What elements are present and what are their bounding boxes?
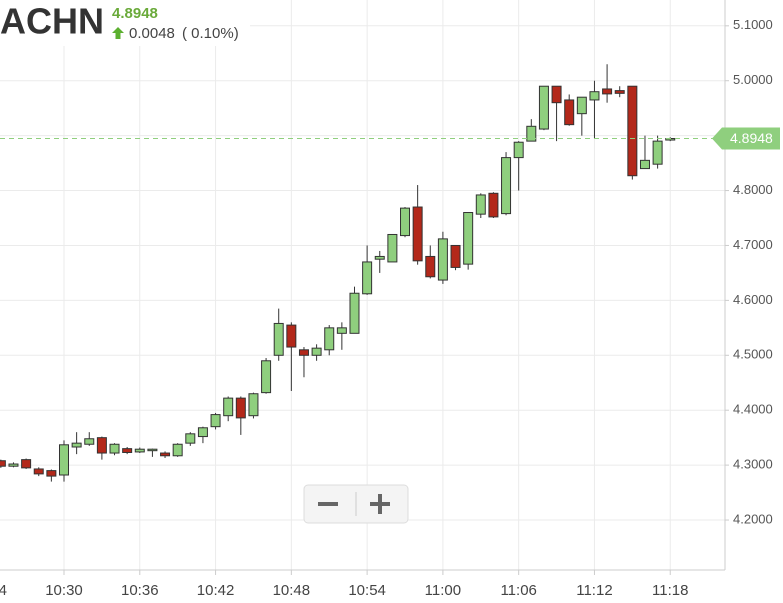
candle-body: [160, 452, 171, 457]
header-bg: [0, 0, 250, 46]
candle-body: [223, 397, 234, 417]
x-tick-label: 10:36: [121, 582, 159, 599]
candle-body: [387, 233, 398, 263]
candle-body: [513, 141, 524, 159]
candle-body: [71, 442, 82, 448]
candle-body: [374, 255, 385, 260]
candle-body: [197, 427, 208, 438]
y-tick-label: 4.4000: [733, 402, 773, 417]
candle-body: [59, 444, 69, 476]
zoom-in-v: [378, 494, 382, 514]
candle-body: [538, 85, 549, 130]
candle-body: [349, 292, 360, 334]
candle-body: [652, 140, 663, 165]
axes: 4.2000 4.3000 4.4000 4.5000 4.6000 4.7000 4.80…: [0, 17, 780, 599]
candle-body: [475, 194, 486, 215]
zoom-controls: [303, 484, 409, 524]
candle-body: [210, 414, 221, 428]
y-tick-label: 5.0000: [733, 72, 773, 87]
candle-body: [463, 212, 474, 265]
candle-body: [627, 85, 638, 177]
candle-body: [134, 448, 145, 453]
last-price: 4.8948: [112, 5, 158, 22]
candle-body: [488, 192, 499, 218]
candle-body: [235, 397, 246, 419]
x-tick-label: 10:24: [0, 582, 7, 599]
y-tick-label: 5.1000: [733, 17, 773, 32]
x-tick-label: 11:00: [425, 582, 461, 599]
candle-body: [311, 347, 322, 356]
candle-body: [324, 327, 335, 351]
y-tick-label: 4.6000: [733, 292, 773, 307]
candle-body: [261, 360, 272, 394]
candle-body: [84, 438, 95, 445]
candle-body: [147, 448, 158, 452]
x-tick-label: 10:42: [197, 582, 235, 599]
candle-body: [362, 261, 373, 295]
change-percent: ( 0.10%): [182, 25, 239, 42]
price-tag: [712, 127, 780, 150]
x-tick-label: 11:06: [500, 582, 536, 599]
candle-body: [33, 468, 44, 475]
x-tick-label: 10:30: [45, 582, 83, 599]
candle-body: [425, 255, 436, 278]
candle-body: [589, 91, 600, 101]
candle-body: [336, 327, 347, 334]
candle-body: [286, 324, 297, 348]
candle-body: [298, 349, 309, 356]
candle-body: [551, 85, 562, 104]
y-tick-label: 4.3000: [733, 457, 773, 472]
x-tick-label: 10:54: [348, 582, 386, 599]
y-tick-label: 4.5000: [733, 347, 773, 362]
change: 0.0048: [129, 25, 175, 42]
candle-body: [412, 206, 423, 262]
y-tick-label: 4.2000: [733, 511, 773, 526]
up-arrow: [112, 27, 124, 39]
candle-body: [576, 96, 587, 115]
zoom-out-button[interactable]: [318, 502, 338, 506]
y-tick-label: 4.7000: [733, 237, 773, 252]
candle-body: [437, 238, 448, 281]
candle-body: [109, 443, 120, 454]
candle-body: [639, 159, 650, 170]
candle-body: [122, 448, 133, 453]
candle-body: [450, 244, 461, 268]
candle-body: [0, 460, 6, 467]
candle-body: [96, 437, 107, 454]
candle-body: [8, 463, 19, 467]
zoom-in-button[interactable]: [370, 494, 390, 514]
candle-body: [400, 207, 411, 237]
symbol: ACHN: [0, 1, 104, 42]
x-tick-label: 11:12: [576, 582, 612, 599]
candle-body: [172, 443, 183, 457]
candle-body: [273, 322, 284, 356]
candle-body: [602, 88, 613, 95]
y-tick-label: 4.8000: [733, 182, 773, 197]
candle-body: [248, 393, 259, 417]
x-tick-label: 11:18: [652, 582, 688, 599]
x-tick-label: 10:48: [273, 582, 311, 599]
grid: [0, 0, 725, 570]
candle-body: [21, 459, 32, 469]
candle-body: [501, 157, 512, 215]
candles: [0, 64, 725, 482]
candle-body: [614, 90, 625, 94]
candle-body: [564, 99, 575, 126]
candle-body: [46, 470, 57, 477]
candle-body: [185, 433, 196, 444]
price-tag-label: 4.8948: [730, 130, 773, 146]
candle-body: [526, 125, 537, 142]
